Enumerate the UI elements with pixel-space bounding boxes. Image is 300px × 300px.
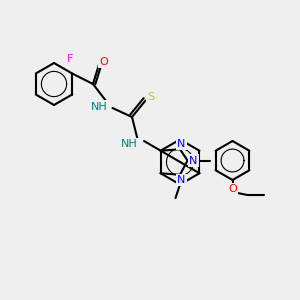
Text: S: S	[147, 92, 155, 103]
Text: O: O	[99, 56, 108, 67]
Text: NH: NH	[121, 139, 138, 149]
Text: N: N	[177, 175, 186, 185]
Text: F: F	[67, 54, 73, 64]
Text: N: N	[177, 139, 186, 149]
Text: N: N	[189, 155, 198, 166]
Text: O: O	[228, 184, 237, 194]
Text: NH: NH	[91, 101, 108, 112]
